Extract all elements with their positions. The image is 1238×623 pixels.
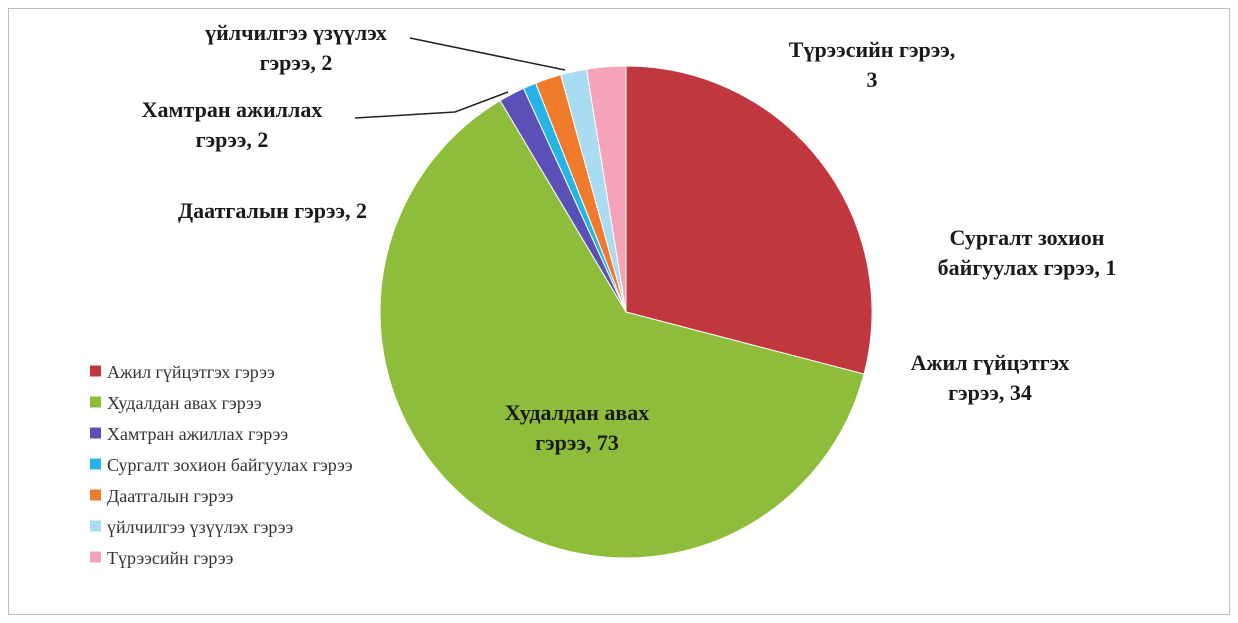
data-label-line: Ажил гүйцэтгэх: [911, 350, 1070, 375]
data-label-line: гэрээ, 34: [948, 380, 1032, 405]
legend-label: Түрээсийн гэрээ: [107, 548, 234, 568]
data-label-line: байгуулах гэрээ, 1: [938, 255, 1117, 280]
legend-swatch: [90, 458, 101, 470]
legend-swatch: [90, 551, 101, 563]
pie-slice-rent: [585, 65, 627, 313]
leader-lines: [354, 37, 566, 119]
pie-slice-purchase: [379, 99, 865, 559]
data-label-work: Ажил гүйцэтгэх гэрээ, 34: [911, 350, 1070, 405]
legend-label: Хамтран ажиллах гэрээ: [107, 424, 288, 444]
legend-label: Худалдан авах гэрээ: [107, 393, 262, 413]
data-label-service: үйлчилгээ үзүүлэх гэрээ, 2: [205, 20, 387, 75]
data-label-line: 3: [867, 67, 878, 92]
data-label-line: Сургалт зохион: [950, 225, 1105, 250]
legend-swatch: [90, 520, 101, 532]
legend-label: Ажил гүйцэтгэх гэрээ: [107, 362, 275, 382]
leader-line-service: [409, 37, 566, 71]
data-label-purchase: Худалдан авах гэрээ, 73: [505, 400, 650, 455]
data-label-line: Түрээсийн гэрээ,: [789, 37, 955, 62]
legend-swatch: [90, 427, 101, 439]
pie-slice-work: [625, 65, 873, 375]
data-label-line: Хамтран ажиллах: [142, 97, 323, 122]
data-label-line: Худалдан авах: [505, 400, 650, 425]
legend-item-work: Ажил гүйцэтгэх гэрээ: [90, 362, 275, 382]
legend-label: Даатгалын гэрээ: [107, 486, 234, 506]
legend-swatch: [90, 489, 101, 501]
legend-label: Сургалт зохион байгуулах гэрээ: [107, 455, 353, 475]
pie-slices: [379, 65, 873, 559]
data-label-line: Даатгалын гэрээ, 2: [178, 198, 367, 223]
data-labels: Ажил гүйцэтгэх гэрээ, 34 Худалдан авах гэрэ…: [142, 20, 1117, 455]
legend-item-service: үйлчилгээ үзүүлэх гэрээ: [90, 517, 294, 537]
data-label-rent: Түрээсийн гэрээ, 3: [789, 37, 955, 92]
legend: Ажил гүйцэтгэх гэрээ Худалдан авах гэрээ Х…: [90, 362, 353, 568]
legend-item-purchase: Худалдан авах гэрээ: [90, 393, 262, 413]
legend-swatch: [90, 365, 101, 377]
data-label-training: Сургалт зохион байгуулах гэрээ, 1: [938, 225, 1117, 280]
legend-item-rent: Түрээсийн гэрээ: [90, 548, 234, 568]
data-label-line: гэрээ, 2: [196, 127, 269, 152]
legend-label: үйлчилгээ үзүүлэх гэрээ: [107, 517, 294, 537]
data-label-line: гэрээ, 73: [535, 430, 619, 455]
leader-line-cooperation: [354, 91, 509, 119]
data-label-line: гэрээ, 2: [260, 50, 333, 75]
legend-item-training: Сургалт зохион байгуулах гэрээ: [90, 455, 353, 475]
data-label-cooperation: Хамтран ажиллах гэрээ, 2: [142, 97, 323, 152]
data-label-insurance: Даатгалын гэрээ, 2: [178, 198, 367, 223]
legend-swatch: [90, 396, 101, 408]
data-label-line: үйлчилгээ үзүүлэх: [205, 20, 387, 45]
legend-item-cooperation: Хамтран ажиллах гэрээ: [90, 424, 288, 444]
legend-item-insurance: Даатгалын гэрээ: [90, 486, 234, 506]
